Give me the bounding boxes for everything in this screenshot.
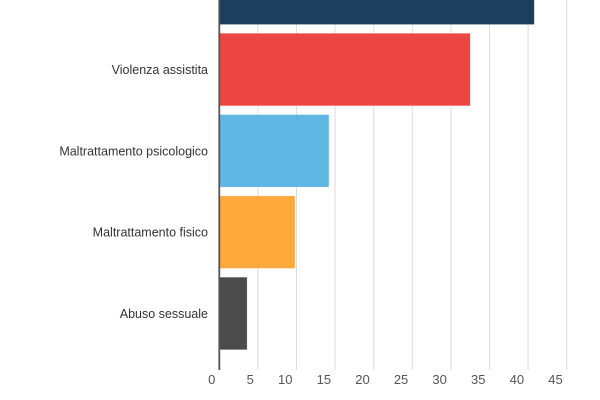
x-tick-label: 45 [548,372,562,387]
x-tick-label: 0 [208,372,215,387]
bar [219,33,471,107]
category-label: Maltrattamento psicologico [59,144,208,158]
x-tick-label: 40 [510,372,524,387]
x-tick-label: 20 [355,372,369,387]
x-tick-label: 35 [471,372,485,387]
category-label: Violenza assistita [112,63,208,77]
bar [219,0,535,25]
bar [219,195,296,269]
x-tick-label: 30 [432,372,446,387]
category-label: Abuso sessuale [120,307,208,321]
x-tick-label: 5 [247,372,254,387]
x-tick-label: 15 [317,372,331,387]
x-tick-label: 25 [394,372,408,387]
bar [219,114,330,188]
x-tick-label: 10 [278,372,292,387]
bar [219,276,248,350]
category-label: Maltrattamento fisico [93,226,208,240]
